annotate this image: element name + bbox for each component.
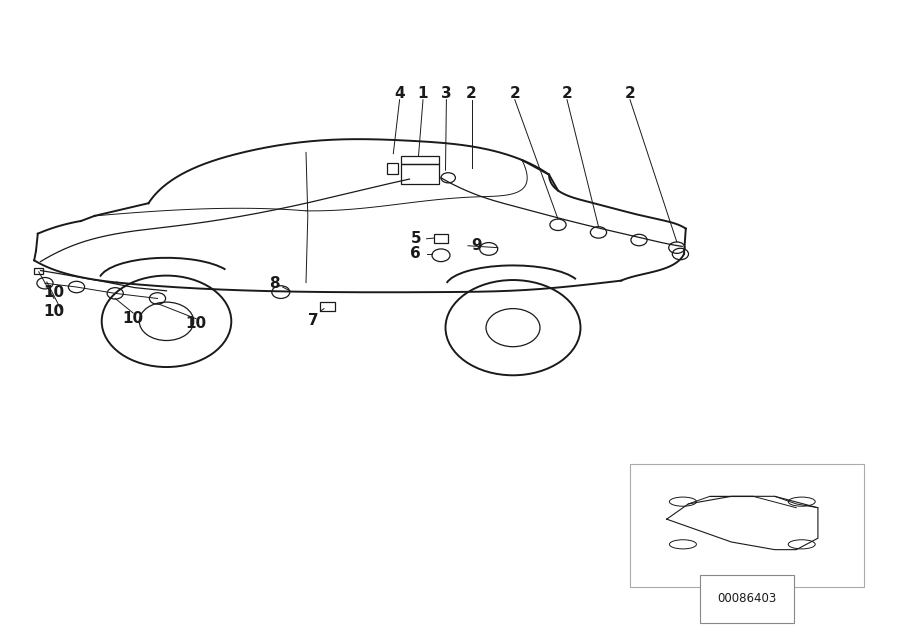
Text: 5: 5 — [410, 231, 421, 246]
Text: 7: 7 — [308, 312, 319, 328]
Bar — [401, 156, 439, 164]
Text: 2: 2 — [509, 86, 520, 101]
Text: 3: 3 — [441, 86, 452, 101]
Text: 2: 2 — [562, 86, 572, 101]
Text: 8: 8 — [269, 276, 280, 291]
Bar — [387, 163, 398, 174]
Bar — [434, 234, 448, 243]
Bar — [630, 464, 864, 587]
Text: 9: 9 — [472, 237, 482, 253]
Text: 1: 1 — [418, 86, 428, 101]
Text: 10: 10 — [122, 311, 144, 326]
Text: 6: 6 — [410, 246, 421, 262]
Bar — [320, 302, 335, 311]
Bar — [401, 164, 439, 184]
Text: 2: 2 — [466, 86, 477, 101]
Text: 2: 2 — [625, 86, 635, 101]
Text: 10: 10 — [185, 316, 207, 331]
Text: 4: 4 — [394, 86, 405, 101]
Text: 00086403: 00086403 — [717, 592, 777, 605]
Bar — [34, 268, 43, 274]
Text: 10: 10 — [43, 304, 65, 319]
Text: 10: 10 — [43, 284, 65, 300]
